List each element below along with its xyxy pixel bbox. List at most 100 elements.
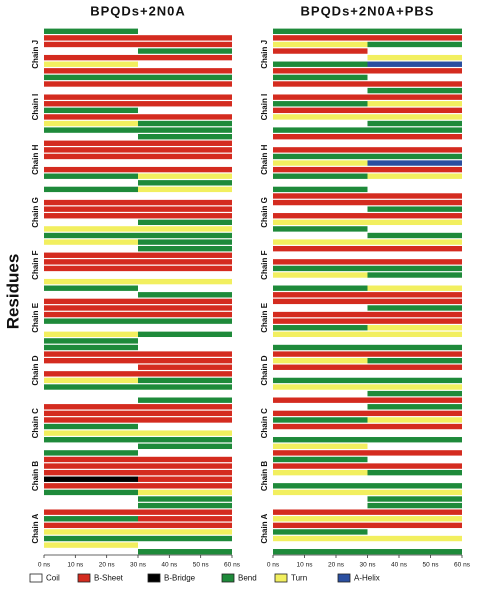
structure-cell <box>273 68 368 74</box>
x-tick-label: 50 ns <box>423 562 440 569</box>
structure-cell <box>44 107 138 114</box>
structure-cell <box>138 166 232 173</box>
x-tick-label: 30 ns <box>130 562 147 569</box>
structure-cell <box>367 147 462 153</box>
structure-cell <box>44 542 138 548</box>
structure-cell <box>44 160 138 166</box>
structure-cell <box>273 259 368 265</box>
structure-cell <box>138 160 232 166</box>
structure-cell <box>367 450 462 456</box>
structure-cell <box>44 74 138 81</box>
structure-cell <box>44 35 138 41</box>
structure-cell <box>44 522 138 529</box>
structure-cell <box>273 265 368 272</box>
structure-cell <box>273 390 368 397</box>
structure-cell <box>138 272 232 278</box>
structure-cell <box>44 41 138 48</box>
structure-cell <box>138 338 232 344</box>
x-tick-label: 30 ns <box>360 562 377 569</box>
structure-cell <box>138 186 232 193</box>
structure-cell <box>367 134 462 140</box>
structure-cell <box>273 502 368 509</box>
structure-cell <box>273 54 368 61</box>
structure-cell <box>367 28 462 34</box>
structure-cell <box>44 206 138 212</box>
structure-cell <box>138 68 232 74</box>
chain-label: Chain F <box>31 250 40 279</box>
structure-cell <box>273 61 368 67</box>
structure-cell <box>273 107 368 114</box>
panel-title: BPQDs+2N0A <box>90 3 186 18</box>
structure-cell <box>44 232 138 239</box>
structure-cell <box>273 371 368 377</box>
structure-cell <box>138 213 232 219</box>
structure-cell <box>44 278 138 285</box>
structure-cell <box>138 390 232 397</box>
chain-label: Chain I <box>31 94 40 121</box>
structure-cell <box>44 61 138 67</box>
y-axis-label: Residues <box>3 254 22 330</box>
structure-cell <box>273 134 368 140</box>
structure-cell <box>138 239 232 245</box>
structure-cell <box>138 232 232 239</box>
structure-cell <box>273 496 368 502</box>
structure-cell <box>367 351 462 357</box>
structure-cell <box>44 81 138 87</box>
structure-cell <box>138 206 232 212</box>
structure-cell <box>138 265 232 272</box>
structure-cell <box>367 476 462 482</box>
structure-cell <box>138 483 232 489</box>
x-tick-label: 20 ns <box>99 562 116 569</box>
legend-swatch <box>29 573 43 583</box>
structure-cell <box>138 384 232 390</box>
structure-cell <box>138 226 232 232</box>
structure-cell <box>138 404 232 410</box>
structure-cell <box>44 285 138 291</box>
structure-cell <box>273 437 368 443</box>
structure-cell <box>44 213 138 219</box>
chain-label: Chain E <box>31 302 40 332</box>
structure-cell <box>138 127 232 133</box>
structure-cell <box>273 292 368 298</box>
structure-cell <box>138 377 232 384</box>
structure-cell <box>367 68 462 74</box>
chain-label: Chain C <box>260 408 269 438</box>
structure-cell <box>273 489 368 496</box>
structure-cell <box>44 463 138 469</box>
structure-cell <box>367 232 462 239</box>
structure-cell <box>138 542 232 548</box>
structure-cell <box>44 404 138 410</box>
structure-cell <box>138 469 232 476</box>
legend-label: A-Helix <box>354 574 380 583</box>
structure-cell <box>44 166 138 173</box>
x-tick-label: 10 ns <box>67 562 84 569</box>
structure-cell <box>367 114 462 120</box>
structure-cell <box>138 259 232 265</box>
structure-cell <box>367 265 462 272</box>
structure-cell <box>367 74 462 81</box>
structure-cell <box>138 292 232 298</box>
structure-cell <box>367 311 462 318</box>
structure-cell <box>138 516 232 522</box>
structure-cell <box>367 410 462 417</box>
structure-cell <box>138 430 232 436</box>
structure-cell <box>273 147 368 153</box>
structure-cell <box>44 423 138 430</box>
structure-cell <box>367 357 462 364</box>
legend-label: Coil <box>46 574 60 583</box>
structure-cell <box>273 318 368 324</box>
structure-cell <box>367 166 462 173</box>
structure-cell <box>138 140 232 146</box>
structure-cell <box>138 41 232 48</box>
structure-cell <box>273 232 368 239</box>
structure-cell <box>138 278 232 285</box>
structure-cell <box>273 384 368 390</box>
chain-label: Chain E <box>260 302 269 332</box>
structure-cell <box>44 529 138 535</box>
structure-cell <box>367 180 462 186</box>
structure-cell <box>273 94 368 100</box>
structure-cell <box>367 377 462 384</box>
structure-cell <box>367 272 462 278</box>
structure-cell <box>44 516 138 522</box>
legend-swatch <box>147 573 161 583</box>
